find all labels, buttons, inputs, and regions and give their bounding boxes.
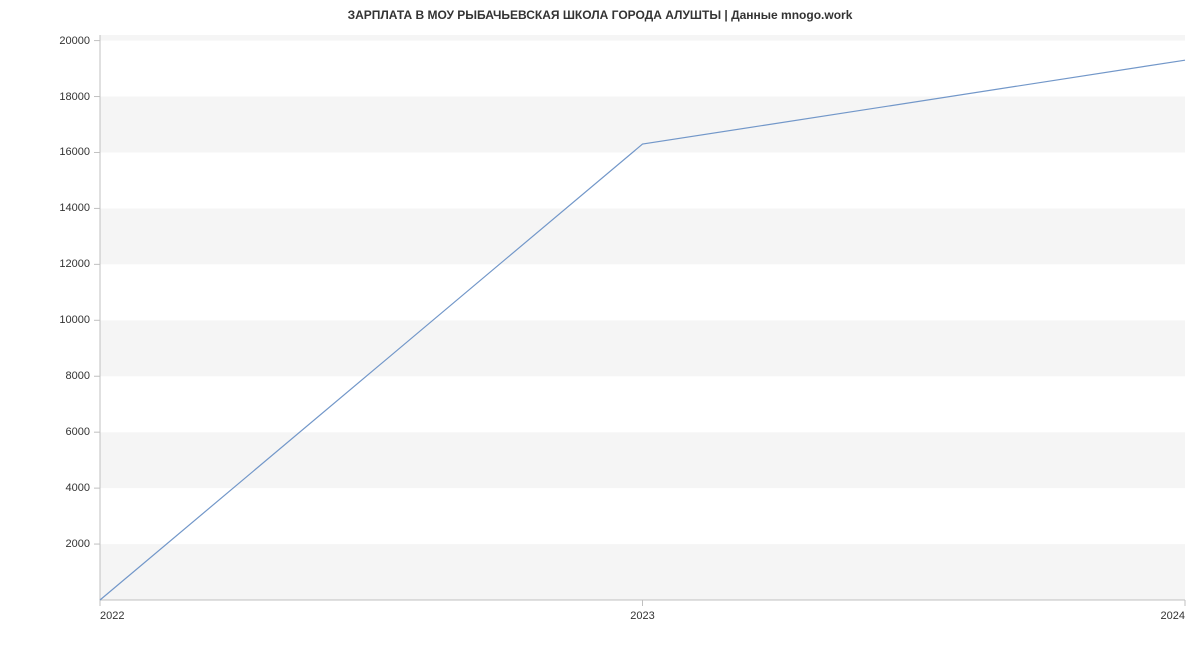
x-tick-label: 2023 (630, 610, 654, 622)
x-tick-label: 2022 (100, 610, 124, 622)
y-tick-label: 8000 (40, 370, 90, 382)
y-tick-label: 20000 (40, 35, 90, 47)
y-tick-label: 16000 (40, 146, 90, 158)
y-tick-label: 4000 (40, 482, 90, 494)
line-chart: ЗАРПЛАТА В МОУ РЫБАЧЬЕВСКАЯ ШКОЛА ГОРОДА… (0, 0, 1200, 650)
chart-plot-svg (0, 0, 1200, 650)
y-tick-label: 10000 (40, 314, 90, 326)
y-tick-label: 18000 (40, 91, 90, 103)
x-tick-label: 2024 (1161, 610, 1185, 622)
y-tick-label: 2000 (40, 538, 90, 550)
y-tick-label: 12000 (40, 258, 90, 270)
y-tick-label: 6000 (40, 426, 90, 438)
y-tick-label: 14000 (40, 202, 90, 214)
